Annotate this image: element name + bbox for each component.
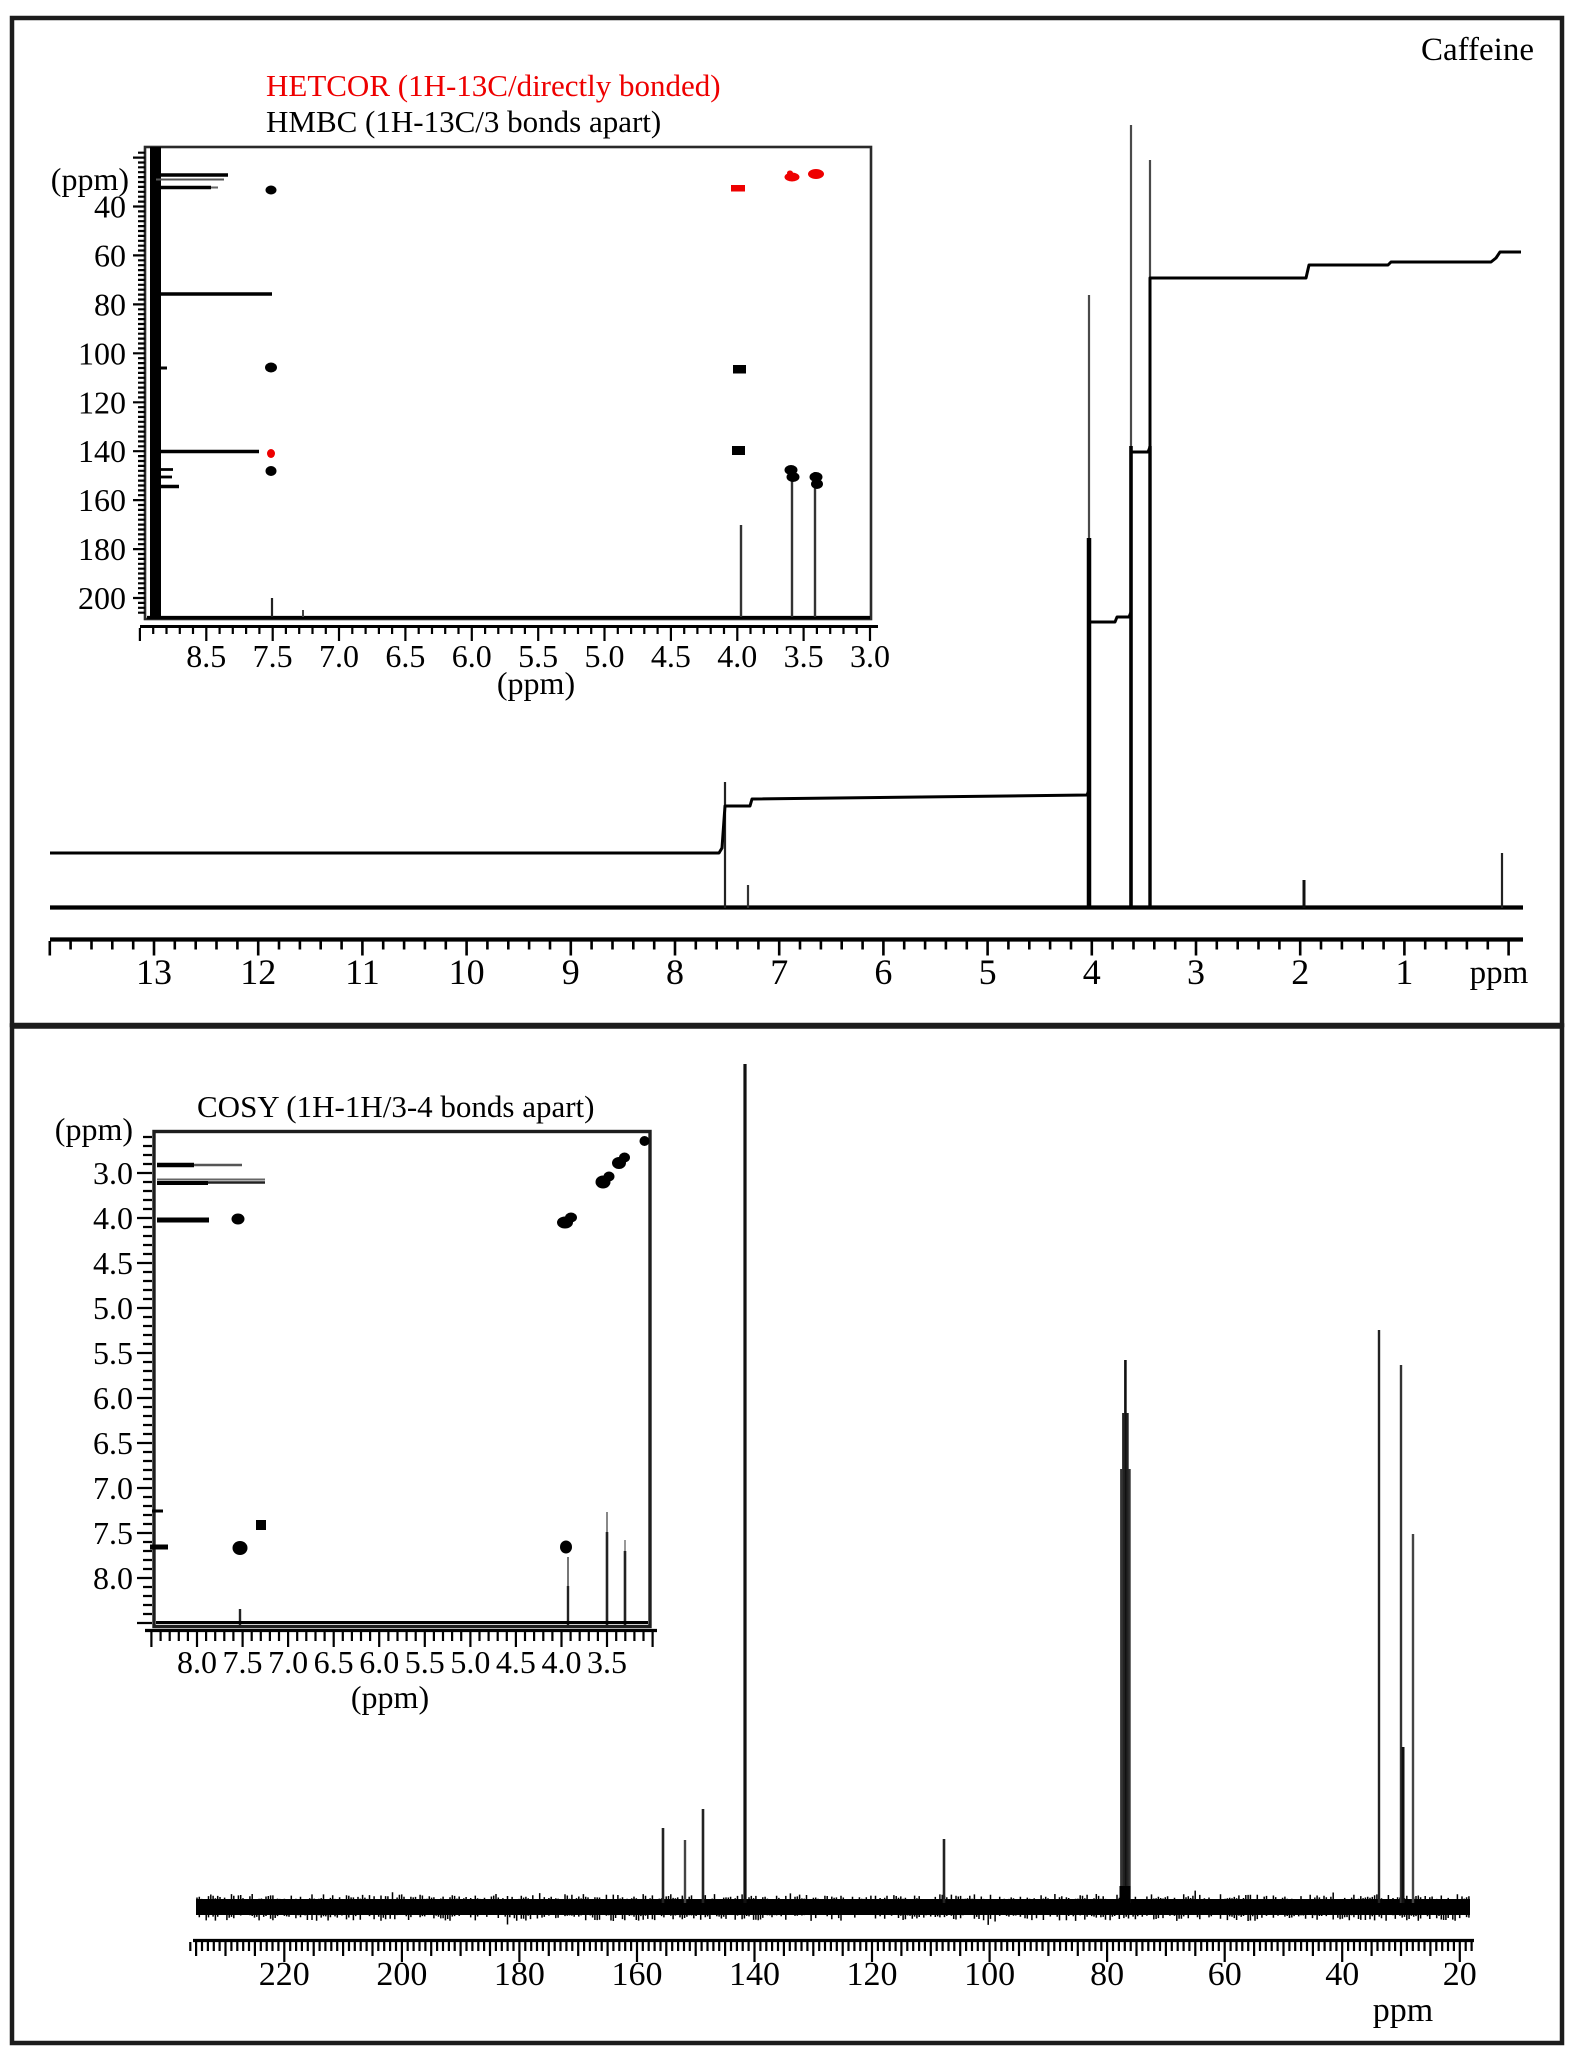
- svg-text:6.0: 6.0: [93, 1380, 133, 1416]
- svg-text:120: 120: [78, 384, 126, 420]
- svg-text:5.0: 5.0: [585, 638, 625, 674]
- svg-text:1: 1: [1395, 952, 1413, 992]
- svg-text:160: 160: [611, 1956, 662, 1993]
- svg-text:13: 13: [136, 952, 172, 992]
- svg-text:6.5: 6.5: [314, 1644, 354, 1680]
- svg-text:4.5: 4.5: [93, 1245, 133, 1281]
- svg-text:4.0: 4.0: [541, 1644, 581, 1680]
- svg-text:140: 140: [78, 433, 126, 469]
- svg-text:11: 11: [345, 952, 380, 992]
- svg-text:10: 10: [449, 952, 485, 992]
- svg-text:3.0: 3.0: [93, 1155, 133, 1191]
- svg-text:ppm: ppm: [1470, 955, 1529, 991]
- svg-text:ppm: ppm: [1373, 1992, 1433, 2029]
- svg-text:7.5: 7.5: [223, 1644, 263, 1680]
- svg-text:6.5: 6.5: [385, 638, 425, 674]
- svg-text:6.5: 6.5: [93, 1425, 133, 1461]
- svg-text:8.5: 8.5: [186, 638, 226, 674]
- svg-text:3.0: 3.0: [850, 638, 890, 674]
- svg-text:8.0: 8.0: [177, 1644, 217, 1680]
- svg-text:40: 40: [1325, 1956, 1359, 1993]
- svg-text:4.0: 4.0: [93, 1200, 133, 1236]
- svg-text:140: 140: [729, 1956, 780, 1993]
- svg-text:80: 80: [94, 286, 126, 322]
- svg-text:7.5: 7.5: [93, 1515, 133, 1551]
- svg-text:200: 200: [78, 580, 126, 616]
- svg-text:7: 7: [770, 952, 788, 992]
- svg-text:40: 40: [94, 189, 126, 225]
- svg-text:8.0: 8.0: [93, 1560, 133, 1596]
- svg-text:8: 8: [666, 952, 684, 992]
- svg-text:5.5: 5.5: [93, 1335, 133, 1371]
- svg-text:(ppm): (ppm): [497, 665, 575, 701]
- svg-text:7.5: 7.5: [253, 638, 293, 674]
- svg-text:9: 9: [562, 952, 580, 992]
- svg-text:220: 220: [259, 1956, 310, 1993]
- svg-text:Caffeine: Caffeine: [1421, 32, 1534, 68]
- svg-text:7.0: 7.0: [93, 1470, 133, 1506]
- svg-text:3: 3: [1187, 952, 1205, 992]
- svg-text:4: 4: [1083, 952, 1101, 992]
- svg-text:60: 60: [1208, 1956, 1242, 1993]
- svg-text:5.5: 5.5: [518, 638, 558, 674]
- svg-text:COSY (1H-1H/3-4 bonds apart): COSY (1H-1H/3-4 bonds apart): [197, 1089, 595, 1124]
- svg-text:200: 200: [376, 1956, 427, 1993]
- svg-text:6: 6: [874, 952, 892, 992]
- svg-text:180: 180: [494, 1956, 545, 1993]
- svg-text:20: 20: [1443, 1956, 1477, 1993]
- svg-text:HMBC (1H-13C/3 bonds apart): HMBC (1H-13C/3 bonds apart): [266, 104, 661, 139]
- svg-text:3.5: 3.5: [784, 638, 824, 674]
- svg-text:4.5: 4.5: [496, 1644, 536, 1680]
- svg-text:4.5: 4.5: [651, 638, 691, 674]
- svg-text:5: 5: [979, 952, 997, 992]
- svg-text:120: 120: [847, 1956, 898, 1993]
- svg-text:7.0: 7.0: [268, 1644, 308, 1680]
- svg-text:100: 100: [964, 1956, 1015, 1993]
- svg-text:(ppm): (ppm): [51, 161, 129, 197]
- svg-text:2: 2: [1291, 952, 1309, 992]
- svg-text:6.0: 6.0: [359, 1644, 399, 1680]
- svg-text:(ppm): (ppm): [55, 1111, 133, 1147]
- svg-text:12: 12: [240, 952, 276, 992]
- svg-text:HETCOR (1H-13C/directly bonded: HETCOR (1H-13C/directly bonded): [266, 68, 721, 103]
- svg-text:(ppm): (ppm): [351, 1679, 429, 1715]
- svg-text:5.0: 5.0: [93, 1290, 133, 1326]
- svg-text:4.0: 4.0: [717, 638, 757, 674]
- svg-text:5.5: 5.5: [405, 1644, 445, 1680]
- svg-text:60: 60: [94, 237, 126, 273]
- svg-text:80: 80: [1090, 1956, 1124, 1993]
- svg-text:7.0: 7.0: [319, 638, 359, 674]
- svg-text:100: 100: [78, 335, 126, 371]
- svg-text:5.0: 5.0: [450, 1644, 490, 1680]
- svg-text:3.5: 3.5: [587, 1644, 627, 1680]
- svg-text:180: 180: [78, 531, 126, 567]
- svg-text:160: 160: [78, 482, 126, 518]
- svg-text:6.0: 6.0: [452, 638, 492, 674]
